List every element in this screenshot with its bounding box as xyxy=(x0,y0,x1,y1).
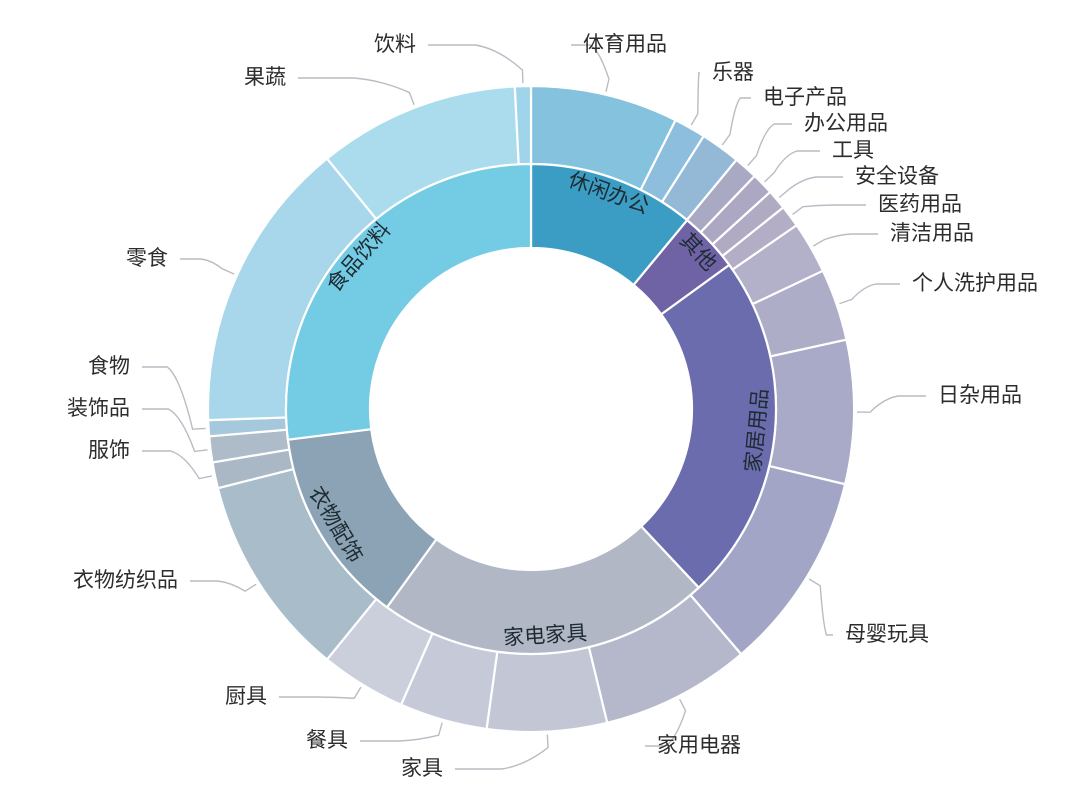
outer-ring-label-8: 个人洗护用品 xyxy=(912,272,1038,295)
leader-line-7 xyxy=(812,233,878,247)
outer-ring-label-11: 家用电器 xyxy=(657,734,741,757)
leader-line-9 xyxy=(856,395,926,413)
leader-line-10 xyxy=(808,578,833,636)
outer-ring-label-10: 母婴玩具 xyxy=(845,623,929,646)
leader-line-14 xyxy=(279,686,362,699)
leader-line-8 xyxy=(839,283,900,305)
outer-ring-group xyxy=(206,84,856,734)
outer-ring-label-19: 零食 xyxy=(126,247,168,270)
leader-line-20 xyxy=(298,77,415,105)
outer-segment-9[interactable] xyxy=(767,338,856,486)
leader-lines-group xyxy=(142,44,926,770)
outer-ring-label-1: 乐器 xyxy=(712,61,754,84)
inner-segment-2[interactable] xyxy=(639,263,778,590)
outer-ring-label-12: 家具 xyxy=(401,757,443,780)
outer-ring-label-21: 饮料 xyxy=(374,33,416,56)
leader-line-0 xyxy=(571,44,610,92)
outer-ring-label-4: 工具 xyxy=(832,139,874,162)
leader-line-4 xyxy=(764,150,820,183)
inner-ring-group xyxy=(284,162,778,656)
outer-ring-label-16: 服饰 xyxy=(88,439,130,462)
leader-line-12 xyxy=(455,734,549,770)
outer-label-group: 体育用品乐器电子产品办公用品工具安全设备医药用品清洁用品个人洗护用品日杂用品母婴… xyxy=(67,33,1038,780)
leader-line-2 xyxy=(721,97,751,146)
outer-segment-12[interactable] xyxy=(485,645,609,734)
outer-ring-label-3: 办公用品 xyxy=(804,112,888,135)
leader-line-13 xyxy=(360,722,443,742)
outer-ring-label-9: 日杂用品 xyxy=(938,384,1022,407)
leader-line-19 xyxy=(180,258,235,275)
outer-ring-label-6: 医药用品 xyxy=(878,193,962,216)
outer-ring-label-17: 装饰品 xyxy=(67,397,130,420)
outer-ring-label-20: 果蔬 xyxy=(244,66,286,89)
outer-ring-label-14: 厨具 xyxy=(225,685,267,708)
leader-line-5 xyxy=(778,176,843,199)
inner-ring-label-3: 家电家具 xyxy=(503,622,588,650)
inner-segment-5[interactable] xyxy=(284,162,533,441)
outer-ring-label-18: 食物 xyxy=(88,355,130,378)
outer-ring-label-7: 清洁用品 xyxy=(890,222,974,245)
outer-ring-label-15: 衣物纺织品 xyxy=(73,569,178,592)
leader-line-11 xyxy=(645,698,687,747)
leader-line-17 xyxy=(142,408,208,453)
leader-line-1 xyxy=(690,72,700,126)
outer-ring-label-2: 电子产品 xyxy=(763,86,847,109)
outer-segment-21[interactable] xyxy=(513,84,533,166)
leader-line-6 xyxy=(792,204,866,215)
outer-ring-label-13: 餐具 xyxy=(306,729,348,752)
outer-ring-label-5: 安全设备 xyxy=(855,165,939,188)
leader-line-15 xyxy=(190,580,257,593)
leader-line-18 xyxy=(142,366,206,430)
leader-line-16 xyxy=(142,450,213,480)
outer-ring-label-0: 体育用品 xyxy=(583,33,667,56)
leader-line-3 xyxy=(747,123,792,166)
leader-line-21 xyxy=(428,44,524,84)
